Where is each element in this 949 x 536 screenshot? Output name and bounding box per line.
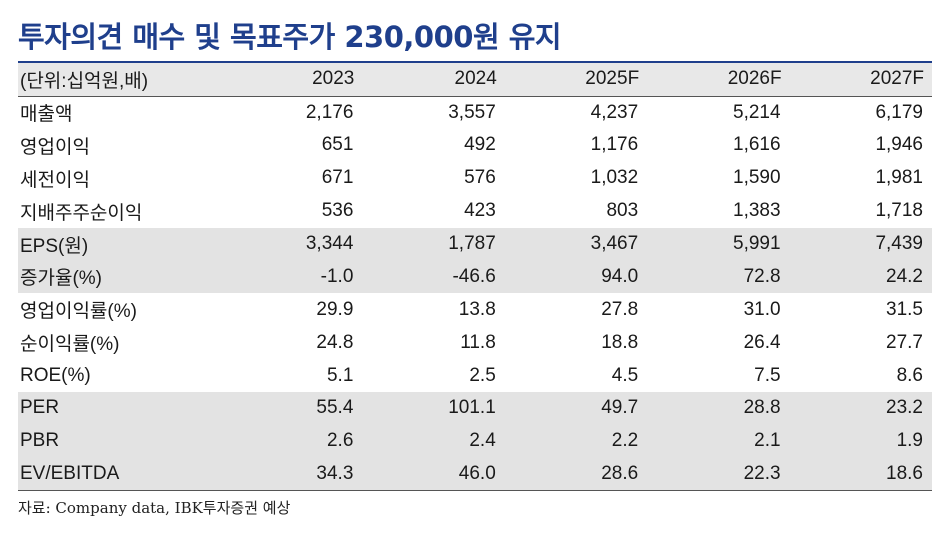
- row-label: PER: [20, 397, 60, 419]
- header-year: 2026F: [647, 63, 790, 97]
- table-cell: 23.2: [886, 397, 923, 419]
- header-year: 2025F: [504, 63, 648, 97]
- table-cell: 26.4: [743, 331, 781, 353]
- table-cell: 7.5: [754, 364, 781, 386]
- table-cell: 3,467: [590, 233, 639, 254]
- row-label: PBR: [20, 430, 60, 452]
- table-cell: 34.3: [220, 457, 363, 492]
- table-cell: 5.1: [326, 364, 354, 386]
- header-unit: (단위:십억원,배): [18, 63, 220, 97]
- table-cell: 5,991: [733, 233, 781, 254]
- table-row: PBR 2.6 2.4 2.2 2.1 1.9: [18, 424, 932, 458]
- table-row: 순이익률(%) 24.8 11.8 18.8 26.4 27.7: [18, 326, 932, 359]
- table-row: 매출액 2,176 3,557 4,237 5,214 6,179: [18, 96, 932, 129]
- table-cell: 13.8: [458, 298, 496, 320]
- row-label: 매출액: [20, 104, 73, 126]
- table-cell: 651: [321, 134, 354, 156]
- table-cell: 24.2: [886, 265, 923, 287]
- table-row: 세전이익 671 576 1,032 1,590 1,981: [18, 162, 932, 195]
- table-row: ROE(%) 5.1 2.5 4.5 7.5 8.6: [18, 359, 932, 392]
- table-cell: 46.0: [362, 457, 505, 492]
- table-cell: 1,616: [733, 134, 781, 156]
- header-year: 2027F: [789, 63, 932, 97]
- row-label: 증가율(%): [20, 268, 102, 290]
- table-cell: 7,439: [875, 233, 923, 254]
- table-row: EV/EBITDA 34.3 46.0 28.6 22.3 18.6: [18, 457, 932, 492]
- table-row: 영업이익 651 492 1,176 1,616 1,946: [18, 129, 932, 162]
- header-year: 2024: [362, 63, 505, 97]
- row-label: EPS(원): [20, 235, 89, 257]
- table-header-row: (단위:십억원,배) 2023 2024 2025F 2026F 2027F: [18, 63, 932, 97]
- table-cell: 1,981: [875, 167, 923, 189]
- table-cell: 31.5: [886, 298, 923, 320]
- table-cell: 28.6: [504, 457, 648, 492]
- table-cell: 27.8: [601, 298, 639, 320]
- table-cell: 8.6: [896, 364, 923, 386]
- table-cell: 28.8: [743, 397, 781, 419]
- table-cell: 1,032: [590, 167, 639, 189]
- table-row: PER 55.4 101.1 49.7 28.8 23.2: [18, 392, 932, 425]
- page-title: 투자의견 매수 및 목표주가 230,000원 유지: [18, 20, 562, 54]
- table-cell: 671: [321, 167, 354, 189]
- table-cell: 2,176: [305, 101, 354, 123]
- table-cell: 2.4: [469, 430, 496, 452]
- table-cell: 1,718: [875, 200, 923, 222]
- table-cell: 22.3: [647, 457, 790, 492]
- row-label: ROE(%): [20, 364, 91, 386]
- header-year: 2023: [220, 63, 363, 97]
- source-note: 자료: Company data, IBK투자증권 예상: [18, 499, 291, 517]
- table-cell: 5,214: [733, 101, 781, 123]
- table-row: 영업이익률(%) 29.9 13.8 27.8 31.0 31.5: [18, 293, 932, 326]
- table-cell: 6,179: [875, 101, 923, 123]
- table-cell: 101.1: [448, 397, 496, 419]
- table-cell: 3,557: [448, 101, 496, 123]
- table-cell: 1,383: [733, 200, 781, 222]
- table-cell: 423: [464, 200, 496, 222]
- table-cell: 492: [464, 134, 496, 156]
- table-cell: 1,787: [448, 233, 496, 254]
- table-cell: -46.6: [452, 265, 496, 287]
- row-label: 순이익률(%): [20, 334, 120, 356]
- table-cell: 1,946: [875, 134, 923, 156]
- row-label: 세전이익: [20, 169, 90, 191]
- table-cell: 1,176: [590, 134, 639, 156]
- table-cell: 24.8: [316, 331, 354, 353]
- table-cell: 2.1: [754, 430, 781, 452]
- table-cell: 2.6: [326, 430, 354, 452]
- financial-table: (단위:십억원,배) 2023 2024 2025F 2026F 2027F 매…: [18, 63, 932, 492]
- table-row: 증가율(%) -1.0 -46.6 94.0 72.8 24.2: [18, 260, 932, 294]
- table-cell: 2.2: [611, 430, 639, 452]
- table-cell: 55.4: [316, 397, 354, 419]
- table-cell: 3,344: [305, 233, 354, 254]
- table-cell: 576: [464, 167, 496, 189]
- table-cell: 49.7: [601, 397, 639, 419]
- table-cell: 803: [606, 200, 639, 222]
- table-cell: 18.8: [601, 331, 639, 353]
- table-cell: 18.6: [789, 457, 932, 492]
- table-cell: 72.8: [743, 265, 781, 287]
- table-row: EPS(원) 3,344 1,787 3,467 5,991 7,439: [18, 227, 932, 261]
- table-cell: 94.0: [601, 265, 639, 287]
- table-row: 지배주주순이익 536 423 803 1,383 1,718: [18, 195, 932, 228]
- table-cell: 31.0: [743, 298, 781, 320]
- table-cell: 4.5: [611, 364, 639, 386]
- row-label: EV/EBITDA: [18, 457, 220, 492]
- table-cell: 27.7: [886, 331, 923, 353]
- table-cell: 29.9: [316, 298, 354, 320]
- row-label: 영업이익: [20, 136, 90, 158]
- table-cell: 2.5: [469, 364, 496, 386]
- table-cell: 536: [321, 200, 354, 222]
- title-divider: [18, 61, 932, 63]
- table-cell: 1.9: [896, 430, 923, 452]
- table-cell: -1.0: [320, 265, 354, 287]
- row-label: 지배주주순이익: [20, 202, 143, 224]
- table-cell: 11.8: [460, 331, 496, 353]
- row-label: 영업이익률(%): [20, 301, 137, 323]
- table-cell: 4,237: [590, 101, 639, 123]
- table-cell: 1,590: [733, 167, 781, 189]
